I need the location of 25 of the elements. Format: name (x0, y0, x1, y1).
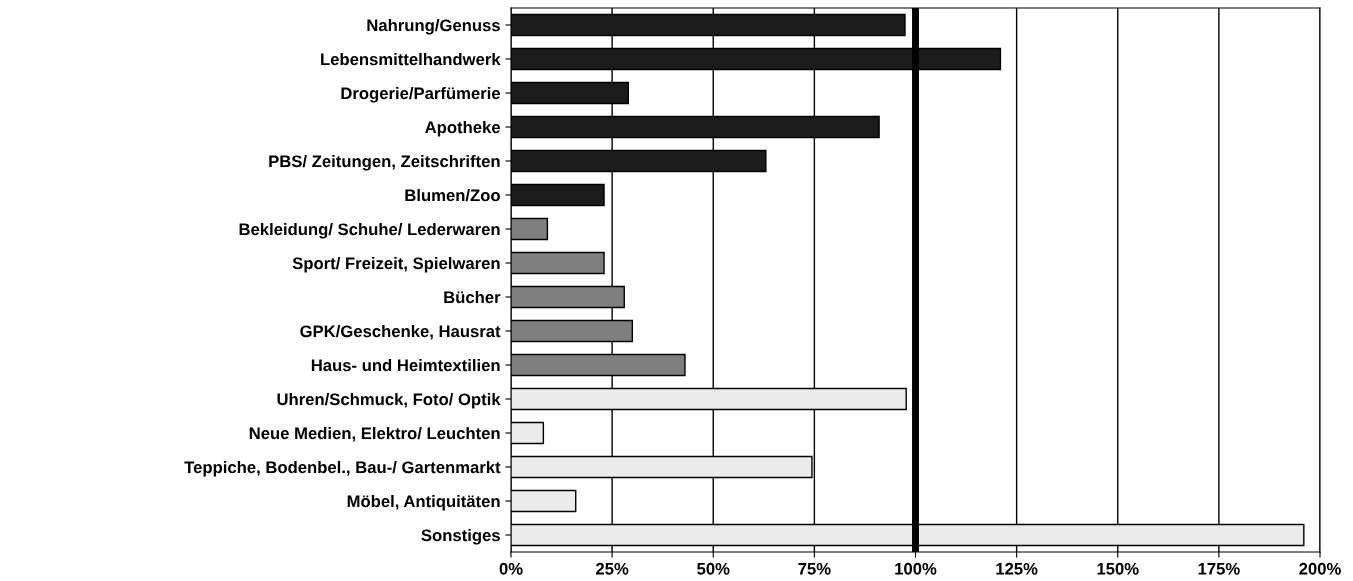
y-tick-label: Bekleidung/ Schuhe/ Lederwaren (239, 222, 500, 239)
y-tick-label: Lebensmittelhandwerk (321, 52, 501, 66)
x-tick-label: 75% (798, 562, 831, 575)
y-tick-label: Möbel, Antiquitäten (347, 494, 500, 511)
x-tick-label: 175% (1198, 562, 1240, 575)
y-tick-label: Neue Medien, Elektro/ Leuchten (249, 426, 500, 442)
y-tick-label: Drogerie/Parfümerie (341, 86, 501, 103)
x-tick-label: 0% (499, 562, 523, 575)
x-tick-label: 50% (697, 562, 730, 575)
y-tick-label: Blumen/Zoo (405, 188, 500, 202)
y-tick-label: Teppiche, Bodenbel., Bau-/ Gartenmarkt (184, 460, 501, 477)
x-tick-label: 125% (996, 562, 1038, 575)
x-tick-label: 100% (895, 562, 937, 575)
y-tick-label: Apotheke (425, 120, 501, 137)
y-tick-label: Sonstiges (421, 528, 500, 545)
y-tick-label: Bücher (444, 290, 501, 304)
y-tick-label: GPK/Geschenke, Hausrat (300, 324, 501, 340)
y-tick-label: Haus- und Heimtextilien (311, 358, 500, 372)
x-tick-label: 200% (1299, 562, 1341, 575)
x-tick-label: 25% (596, 562, 629, 575)
y-tick-label: Sport/ Freizeit, Spielwaren (292, 256, 500, 273)
y-tick-label: PBS/ Zeitungen, Zeitschriften (269, 154, 500, 171)
y-tick-label: Uhren/Schmuck, Foto/ Optik (277, 392, 501, 409)
y-tick-label: Nahrung/Genuss (367, 18, 500, 35)
x-tick-label: 150% (1097, 562, 1139, 575)
